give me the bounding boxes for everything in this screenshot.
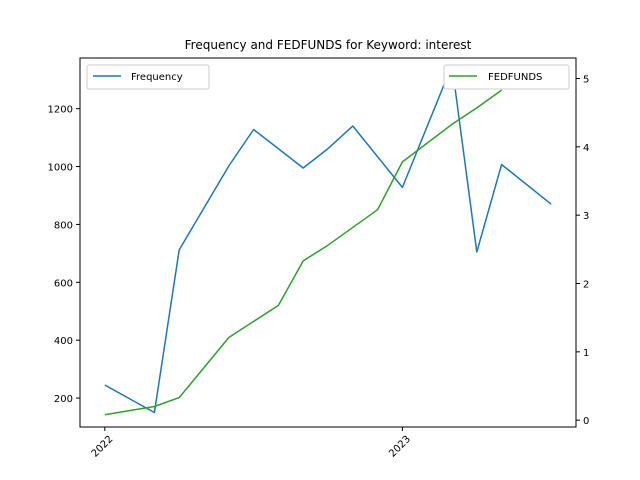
legend-frequency-label: Frequency <box>131 72 183 83</box>
series-line-fedfunds <box>104 89 503 416</box>
right-y-tick-label: 3 <box>583 211 589 222</box>
left-y-tick-label: 1200 <box>48 105 73 116</box>
plot-area <box>104 64 552 416</box>
left-y-axis: 200 400 600 800 1000 1200 <box>48 105 80 405</box>
left-y-tick-label: 200 <box>54 394 73 405</box>
series-line-frequency <box>104 64 552 414</box>
right-y-tick-label: 2 <box>583 280 589 291</box>
left-y-tick-label: 600 <box>54 278 73 289</box>
left-y-tick-label: 1000 <box>48 163 73 174</box>
right-y-tick-label: 4 <box>583 143 589 154</box>
legend-fedfunds: FEDFUNDS <box>443 64 570 90</box>
chart-title: Frequency and FEDFUNDS for Keyword: inte… <box>185 38 472 52</box>
plot-frame <box>79 57 577 428</box>
left-y-tick-label: 800 <box>54 220 73 231</box>
right-y-axis: 0 1 2 3 4 5 <box>576 75 589 427</box>
legend-frequency: Frequency <box>86 64 210 90</box>
x-tick-label: 2022 <box>90 434 116 460</box>
right-y-tick-label: 1 <box>583 348 589 359</box>
x-tick-label: 2023 <box>387 434 413 460</box>
legend-fedfunds-label: FEDFUNDS <box>488 72 542 83</box>
right-y-tick-label: 5 <box>583 75 589 86</box>
legend-frequency-box <box>86 64 210 90</box>
right-y-tick-label: 0 <box>583 416 589 427</box>
legend-fedfunds-box <box>443 64 570 90</box>
left-y-tick-label: 400 <box>54 336 73 347</box>
x-axis: 2022 2023 <box>90 427 413 460</box>
